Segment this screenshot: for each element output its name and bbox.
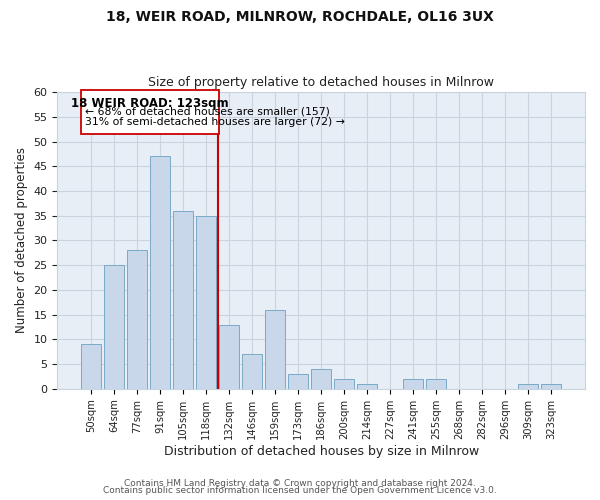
Title: Size of property relative to detached houses in Milnrow: Size of property relative to detached ho… [148, 76, 494, 90]
Y-axis label: Number of detached properties: Number of detached properties [15, 148, 28, 334]
Bar [311, 369, 331, 389]
Text: Contains HM Land Registry data © Crown copyright and database right 2024.: Contains HM Land Registry data © Crown c… [124, 478, 476, 488]
Bar [220, 324, 239, 389]
Text: 18, WEIR ROAD, MILNROW, ROCHDALE, OL16 3UX: 18, WEIR ROAD, MILNROW, ROCHDALE, OL16 3… [106, 10, 494, 24]
Bar [196, 216, 216, 389]
Bar [81, 90, 219, 134]
Bar [173, 211, 193, 389]
Text: 18 WEIR ROAD: 123sqm: 18 WEIR ROAD: 123sqm [71, 97, 229, 110]
Text: Contains public sector information licensed under the Open Government Licence v3: Contains public sector information licen… [103, 486, 497, 495]
Bar [334, 379, 354, 389]
Bar [104, 265, 124, 389]
Bar [127, 250, 147, 389]
Bar [518, 384, 538, 389]
Text: ← 68% of detached houses are smaller (157): ← 68% of detached houses are smaller (15… [85, 107, 330, 117]
Bar [541, 384, 561, 389]
Bar [403, 379, 423, 389]
X-axis label: Distribution of detached houses by size in Milnrow: Distribution of detached houses by size … [164, 444, 479, 458]
Bar [427, 379, 446, 389]
Bar [82, 344, 101, 389]
Bar [151, 156, 170, 389]
Bar [242, 354, 262, 389]
Bar [289, 374, 308, 389]
Text: 31% of semi-detached houses are larger (72) →: 31% of semi-detached houses are larger (… [85, 117, 345, 127]
Bar [265, 310, 285, 389]
Bar [358, 384, 377, 389]
